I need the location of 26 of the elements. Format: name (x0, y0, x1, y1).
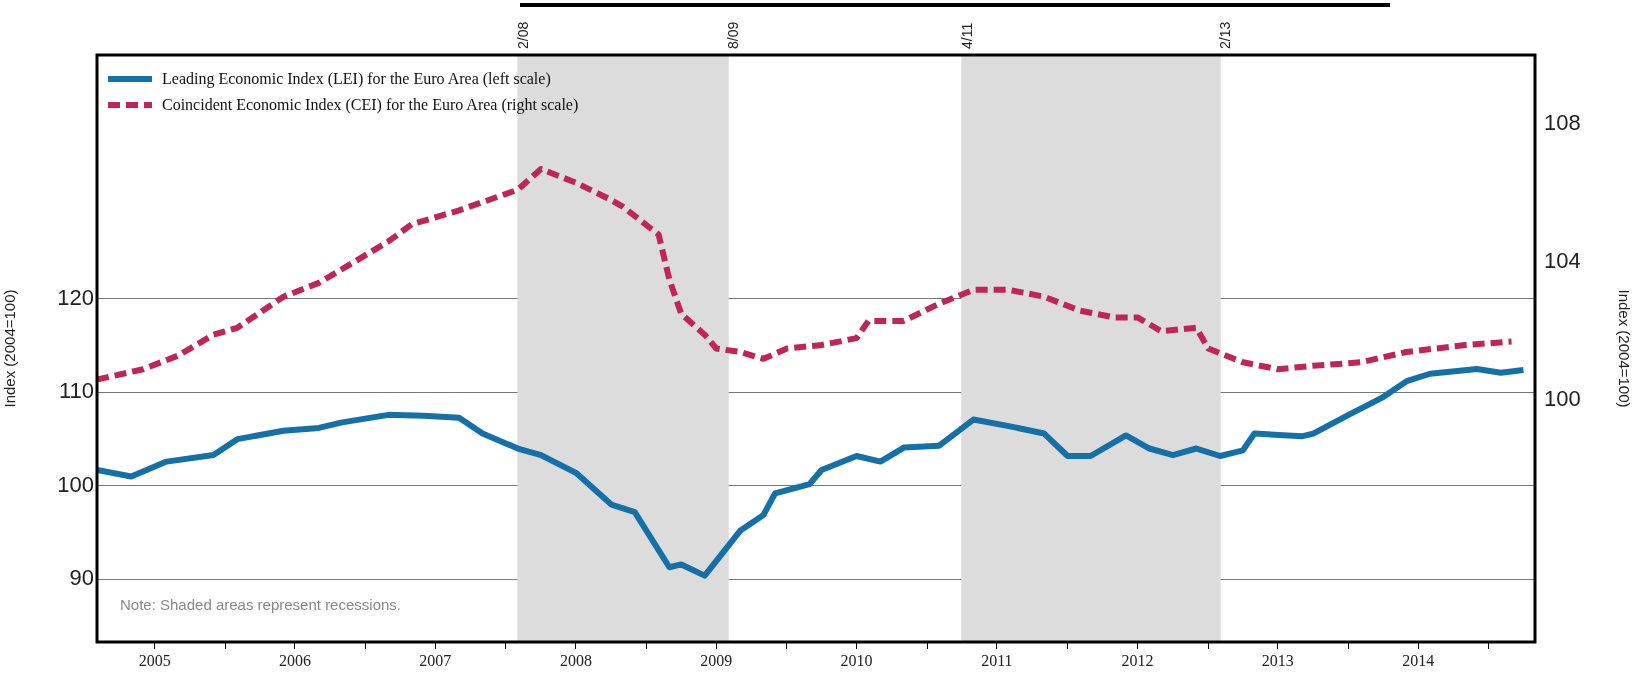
ref-line-label: 4/11 (958, 22, 975, 49)
y2-tick-label: 104 (1544, 248, 1581, 274)
x-tick-label: 2013 (1261, 651, 1294, 669)
y-tick-label: 100 (57, 471, 94, 497)
y2-tick-label: 108 (1544, 110, 1581, 136)
x-tick-label: 2012 (1121, 651, 1154, 669)
x-tick-label: 2006 (278, 651, 311, 669)
y-tick-label: 120 (57, 285, 94, 311)
x-tick-label: 2007 (419, 651, 452, 669)
y-tick-label: 110 (58, 378, 94, 404)
ref-line-label: 2/13 (1217, 21, 1234, 49)
x-tick-label: 2009 (700, 651, 733, 669)
x-tick-label: 2008 (559, 651, 592, 669)
y2-tick-label: 100 (1544, 386, 1581, 412)
x-tick-label: 2010 (840, 651, 873, 669)
legend-label: Coincident Economic Index (CEI) for the Euro Area (right scale) (162, 96, 579, 114)
ref-line-label: 8/09 (725, 21, 742, 49)
y-tick-label: 90 (69, 565, 94, 591)
y2-axis-title: Index (2004=100) (1615, 289, 1633, 408)
legend-label: Leading Economic Index (LEI) for the Euro Area (left scale) (162, 70, 551, 88)
x-tick-label: 2014 (1402, 651, 1435, 669)
annotation: Note: Shaded areas represent recessions. (120, 596, 402, 613)
x-tick-label: 2005 (138, 651, 171, 669)
ref-line-label: 2/08 (514, 21, 531, 49)
y-axis-title: Index (2004=100) (1, 289, 19, 408)
x-tick-label: 2011 (981, 651, 1013, 669)
